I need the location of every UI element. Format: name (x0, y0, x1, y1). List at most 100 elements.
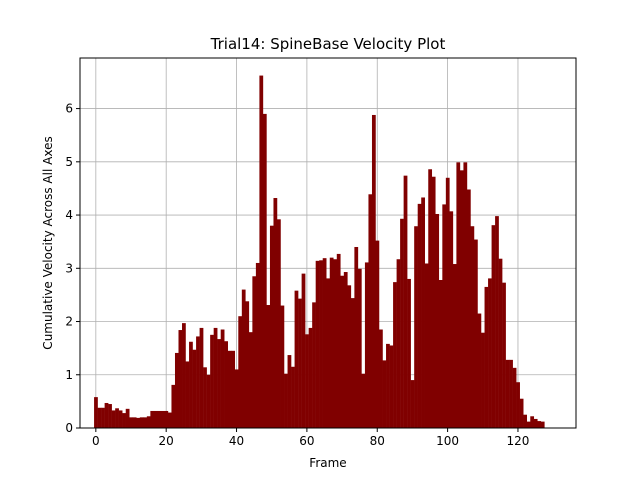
bar (379, 329, 383, 428)
y-tick-label: 2 (65, 315, 73, 329)
bar (357, 268, 362, 428)
bar (196, 336, 200, 428)
bar (347, 285, 352, 428)
bar (298, 298, 302, 428)
bar (167, 412, 172, 428)
bar (171, 384, 176, 428)
bar (322, 258, 327, 428)
bar (262, 113, 267, 428)
bar (382, 360, 387, 428)
bar (505, 359, 510, 428)
bar (438, 280, 443, 428)
bar (238, 316, 243, 428)
bar (442, 204, 447, 428)
bar (199, 327, 204, 428)
bar (241, 289, 246, 428)
bar (217, 339, 221, 428)
bar (315, 260, 320, 428)
x-tick-label: 0 (92, 434, 100, 448)
plot-frame (79, 57, 577, 429)
bar (326, 278, 331, 428)
bar (94, 397, 98, 428)
bar (108, 404, 112, 428)
y-tick-label: 6 (65, 102, 73, 116)
bar (350, 298, 355, 428)
bar (280, 305, 285, 428)
bar (526, 421, 531, 428)
bar (266, 305, 271, 428)
bar (185, 361, 190, 428)
bar (319, 260, 323, 428)
bar (368, 194, 373, 428)
bar (259, 75, 264, 428)
bar (371, 114, 376, 429)
bar (516, 382, 520, 428)
bar (523, 414, 528, 428)
bar (428, 169, 433, 429)
bar (533, 418, 538, 428)
bar (445, 177, 450, 428)
bar (125, 408, 130, 428)
bar (393, 282, 397, 428)
bar (354, 246, 359, 428)
bar (284, 373, 288, 428)
bar (139, 417, 144, 428)
bar (308, 327, 313, 428)
bar (269, 225, 274, 428)
bar (182, 323, 186, 428)
bar (143, 417, 148, 428)
bars (94, 75, 545, 429)
bar (294, 290, 299, 428)
bar (213, 327, 218, 428)
bar (466, 189, 471, 428)
x-tick-label: 120 (507, 434, 530, 448)
bar (400, 218, 404, 428)
bar (132, 417, 137, 428)
bar (291, 366, 295, 428)
bar (509, 359, 513, 428)
bar (421, 197, 425, 428)
bar (488, 278, 492, 428)
y-tick-label: 0 (65, 421, 73, 435)
bar (495, 216, 499, 428)
x-tick-label: 60 (299, 434, 314, 448)
bar (157, 410, 162, 428)
bar (224, 341, 228, 428)
x-tick-label: 80 (370, 434, 385, 448)
bar (248, 332, 253, 428)
bar (203, 367, 207, 428)
bar (463, 162, 468, 428)
bar (301, 273, 306, 428)
x-tick-label: 20 (159, 434, 174, 448)
bar (484, 286, 489, 428)
bar (136, 417, 141, 428)
bar (227, 350, 232, 428)
bar (333, 259, 338, 428)
bar (403, 175, 408, 428)
bar (540, 421, 545, 428)
bar (164, 410, 169, 428)
y-axis-label: Cumulative Velocity Across All Axes (41, 136, 55, 349)
bar (417, 203, 422, 428)
bar (273, 198, 278, 428)
bar (340, 275, 345, 428)
bar (537, 421, 542, 428)
bar (329, 257, 334, 428)
bar (459, 170, 464, 428)
bar (470, 226, 475, 428)
x-tick-label: 100 (436, 434, 459, 448)
bar (473, 239, 478, 428)
bar (477, 313, 482, 428)
bar (519, 398, 524, 428)
bar (530, 416, 535, 428)
bar (449, 211, 454, 428)
bar (118, 410, 123, 428)
bar (361, 373, 366, 428)
x-axis-label: Frame (309, 456, 346, 470)
bar (343, 272, 348, 428)
bar (115, 408, 119, 428)
chart-title: Trial14: SpineBase Velocity Plot (210, 35, 446, 53)
bar (305, 334, 309, 428)
bar (129, 417, 134, 428)
bar (375, 240, 380, 428)
